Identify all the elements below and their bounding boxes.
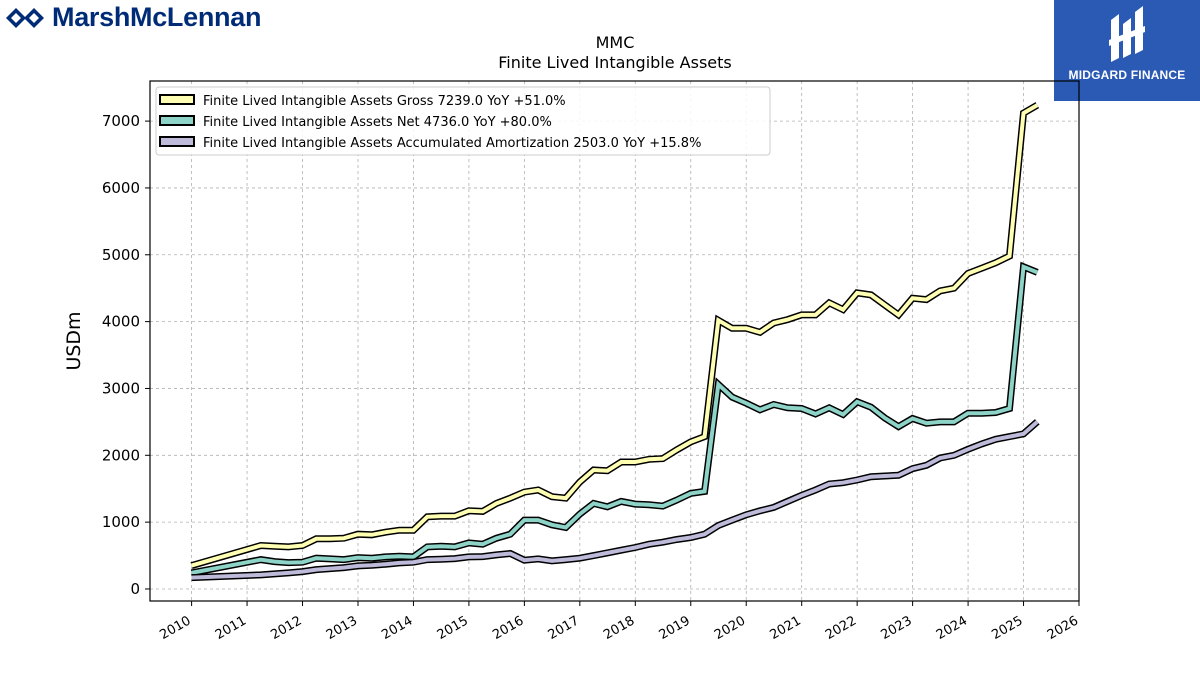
- x-tick-label: 2025: [989, 613, 1025, 643]
- y-tick-label: 6000: [102, 179, 140, 197]
- series-line-outline: [191, 419, 1040, 582]
- legend-swatch: [159, 94, 195, 105]
- x-tick-label: 2019: [657, 613, 693, 643]
- legend-swatch: [159, 115, 195, 126]
- marsh-mclennan-logo-icon: [6, 7, 44, 28]
- x-tick-label: 2018: [601, 613, 637, 643]
- y-tick-label: 3000: [102, 379, 140, 397]
- legend-box: [155, 86, 771, 156]
- y-tick-label: 4000: [102, 313, 140, 331]
- x-tick-label: 2024: [934, 613, 970, 643]
- grid-lines: [150, 81, 1080, 601]
- midgard-monogram-icon: [1109, 6, 1145, 62]
- x-tick-label: 2020: [712, 613, 748, 643]
- legend-label: Finite Lived Intangible Assets Accumulat…: [203, 136, 701, 151]
- series-layer: [190, 102, 1040, 582]
- x-tick-label: 2012: [268, 613, 304, 643]
- y-tick-label: 2000: [102, 446, 140, 464]
- x-tick-label: 2026: [1045, 613, 1081, 643]
- plot-frame: [149, 80, 1080, 602]
- legend-label: Finite Lived Intangible Assets Gross 723…: [203, 94, 566, 109]
- x-tick-label: 2016: [490, 613, 526, 643]
- partner-name: MIDGARD FINANCE: [1068, 68, 1186, 82]
- series-line: [191, 263, 1039, 575]
- legend-label: Finite Lived Intangible Assets Net 4736.…: [203, 115, 552, 130]
- y-axis: 0 1000 2000 3000 4000 5000 6000 7000: [102, 112, 150, 598]
- brand-logo: MarshMcLennan: [4, 2, 261, 33]
- brand-name: MarshMcLennan: [52, 2, 262, 32]
- x-tick-label: 2010: [157, 613, 193, 643]
- x-tick-label: 2017: [546, 613, 582, 643]
- series-line: [191, 420, 1039, 580]
- chart-title: MMC: [596, 33, 635, 52]
- x-tick-label: 2021: [768, 613, 804, 643]
- x-tick-label: 2013: [324, 613, 360, 643]
- x-tick-label: 2014: [379, 613, 415, 643]
- chart-subtitle: Finite Lived Intangible Assets: [498, 53, 731, 72]
- x-tick-label: 2011: [213, 613, 249, 643]
- y-tick-label: 5000: [102, 246, 140, 264]
- legend: Finite Lived Intangible Assets Gross 723…: [155, 86, 771, 156]
- x-axis: 2010 2011 2012 2013 2014 2015 2016 2017 2018 2019…: [157, 601, 1081, 643]
- y-tick-label: 0: [130, 580, 140, 598]
- series-line: [190, 103, 1039, 568]
- partner-logo: MIDGARD FINANCE: [1054, 0, 1200, 101]
- legend-swatch: [159, 136, 195, 147]
- y-tick-label: 1000: [102, 513, 140, 531]
- x-tick-label: 2023: [878, 613, 914, 643]
- x-tick-label: 2015: [435, 613, 471, 643]
- x-tick-label: 2022: [823, 613, 859, 643]
- series-line-outline: [190, 102, 1040, 569]
- y-axis-label: USDm: [63, 311, 85, 370]
- y-tick-label: 7000: [102, 112, 140, 130]
